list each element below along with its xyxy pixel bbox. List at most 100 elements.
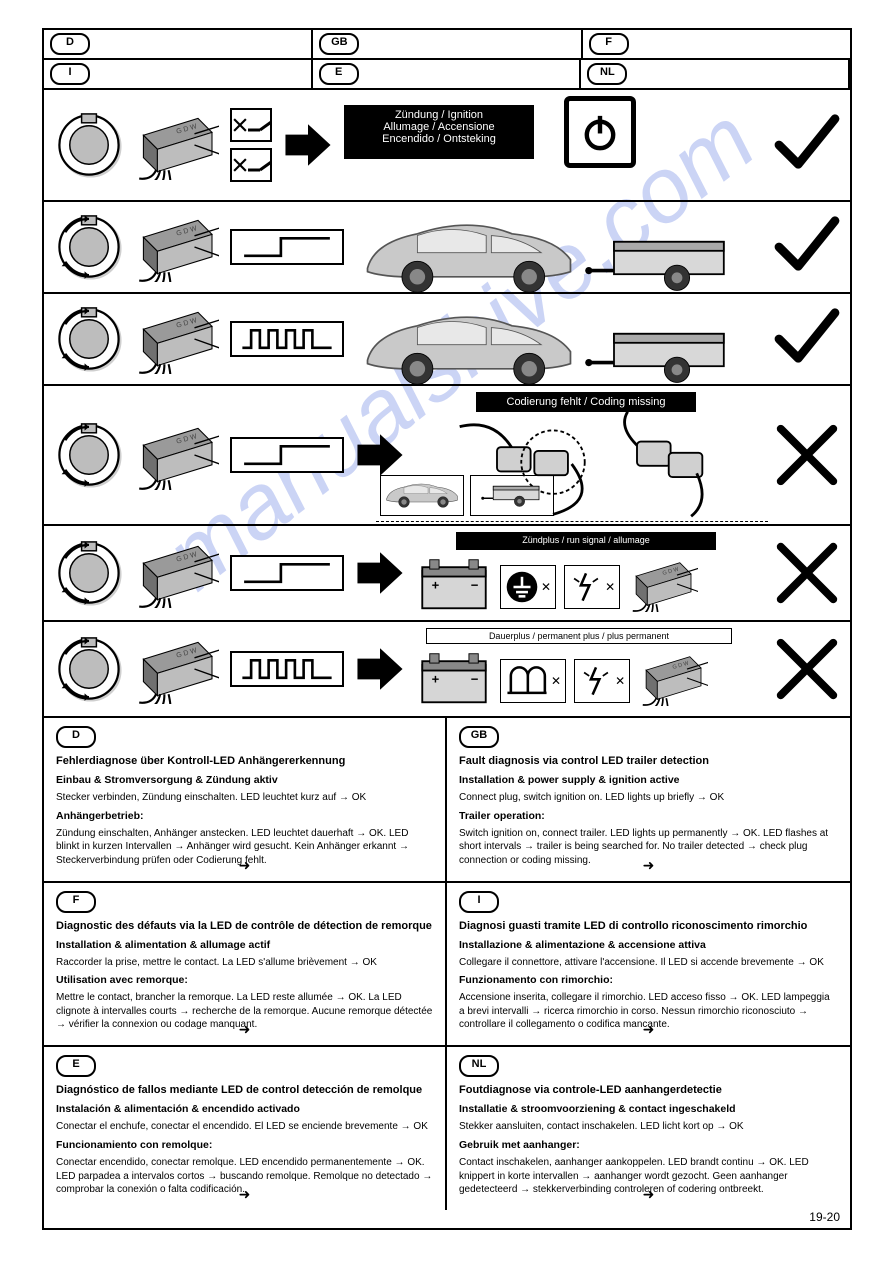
language-blocks: DFehlerdiagnose über Kontroll-LED Anhäng… — [44, 718, 850, 1210]
ground-box: ✕ — [500, 565, 556, 609]
control-module-icon — [132, 110, 222, 180]
section-text: Conectar el enchufe, conectar el encendi… — [56, 1120, 433, 1134]
block-title: Diagnosi guasti tramite LED di controllo… — [459, 919, 838, 934]
check-icon — [772, 304, 842, 374]
lang-block-e: E Diagnóstico de fallos mediante LED de c… — [44, 1047, 447, 1210]
trailer-socket-icon — [52, 418, 126, 492]
arrow-icon — [282, 119, 334, 171]
result-area — [354, 208, 764, 286]
diagnostic-row: Dauerplus / permanent plus / plus perman… — [44, 622, 850, 718]
section-text: Stecker verbinden, Zündung einschalten. … — [56, 791, 433, 805]
trailer-icon — [584, 314, 734, 391]
lang-block-gb: GB Fault diagnosis via control LED traile… — [447, 718, 850, 883]
control-module-icon — [132, 634, 222, 704]
switch-x-icon — [230, 108, 272, 142]
trailer-socket-icon — [52, 536, 126, 610]
continue-marker: ➜ — [239, 1185, 251, 1204]
control-module-icon — [628, 556, 698, 617]
continue-marker: ➜ — [643, 1185, 655, 1204]
section-heading: Funcionamiento con remolque: — [56, 1138, 433, 1152]
lang-pill: E — [56, 1055, 96, 1077]
arrow-icon — [354, 547, 406, 599]
result-area: Dauerplus / permanent plus / plus perman… — [416, 628, 764, 710]
signal-pattern — [230, 437, 344, 473]
car-icon — [354, 208, 584, 299]
control-module-icon — [132, 212, 222, 282]
result-area: Zündung / Ignition Allumage / Accensione… — [344, 96, 764, 194]
signal-pattern — [230, 555, 344, 591]
page-number: 19-20 — [809, 1210, 840, 1224]
cross-icon — [772, 538, 842, 608]
trailer-socket-icon — [52, 108, 126, 182]
lang-pill: F — [589, 33, 629, 55]
diagnostic-row: Zündung / Ignition Allumage / Accensione… — [44, 90, 850, 202]
trailer-socket-icon — [52, 210, 126, 284]
section-heading: Instalación & alimentación & encendido a… — [56, 1102, 433, 1116]
section-heading: Installation & alimentation & allumage a… — [56, 938, 433, 952]
lang-pill: NL — [459, 1055, 499, 1077]
result-area: Zündplus / run signal / allumage ✕ ✕ — [416, 532, 764, 614]
switch-x-icon — [230, 148, 272, 182]
section-heading: Einbau & Stromversorgung & Zündung aktiv — [56, 773, 433, 787]
spark-box: ✕ — [564, 565, 620, 609]
spark-box: ✕ — [574, 659, 630, 703]
diagnostic-row — [44, 294, 850, 386]
check-icon — [772, 110, 842, 180]
section-heading: Funzionamento con rimorchio: — [459, 973, 838, 987]
control-module-icon — [132, 420, 222, 490]
lang-pill: GB — [319, 33, 359, 55]
header-cell-gb: GB — [313, 30, 582, 58]
continue-marker: ➜ — [643, 856, 655, 875]
section-heading: Installation & power supply & ignition a… — [459, 773, 838, 787]
block-title: Fehlerdiagnose über Kontroll-LED Anhänge… — [56, 754, 433, 769]
car-icon — [354, 300, 584, 391]
header-row-1: D GB F — [44, 30, 850, 60]
circuit-label: Dauerplus / permanent plus / plus perman… — [426, 628, 732, 644]
lang-block-nl: NL Foutdiagnose via controle-LED aanhange… — [447, 1047, 850, 1210]
block-title: Diagnóstico de fallos mediante LED de co… — [56, 1083, 433, 1098]
continue-marker: ➜ — [643, 1020, 655, 1039]
battery-icon — [416, 556, 492, 617]
diagram-rows: Zündung / Ignition Allumage / Accensione… — [44, 90, 850, 718]
page: manualshive.com D GB F I E NL Zündung / … — [0, 0, 893, 1263]
header-cell-e: E — [313, 60, 582, 88]
switch-stack — [230, 108, 272, 182]
result-area: Codierung fehlt / Coding missing — [416, 392, 764, 518]
cross-icon — [772, 420, 842, 490]
control-module-icon — [638, 650, 708, 711]
header-row-2: I E NL — [44, 60, 850, 90]
section-heading: Gebruik met aanhanger: — [459, 1138, 838, 1152]
ignition-label: Zündung / Ignition Allumage / Accensione… — [344, 105, 534, 159]
lang-pill: I — [50, 63, 90, 85]
block-title: Fault diagnosis via control LED trailer … — [459, 754, 838, 769]
result-area — [354, 300, 764, 378]
header-cell-nl: NL — [581, 60, 850, 88]
lang-block-i: I Diagnosi guasti tramite LED di controll… — [447, 883, 850, 1048]
lang-block-f: FDiagnostic des défauts via la LED de co… — [44, 883, 447, 1048]
lang-block-d: DFehlerdiagnose über Kontroll-LED Anhäng… — [44, 718, 447, 883]
diagnostic-row: Zündplus / run signal / allumage ✕ ✕ — [44, 526, 850, 622]
section-text: Raccorder la prise, mettre le contact. L… — [56, 956, 433, 970]
lang-pill: GB — [459, 726, 499, 748]
circuit-label: Zündplus / run signal / allumage — [456, 532, 716, 550]
cross-icon — [772, 634, 842, 704]
block-title: Foutdiagnose via controle-LED aanhangerd… — [459, 1083, 838, 1098]
block-title: Diagnostic des défauts via la LED de con… — [56, 919, 433, 934]
trailer-icon — [584, 222, 734, 299]
signal-pattern — [230, 321, 344, 357]
trailer-socket-icon — [52, 302, 126, 376]
trailer-small-icon — [470, 475, 554, 516]
check-icon — [772, 212, 842, 282]
fuse-box: ✕ — [500, 659, 566, 703]
section-text: Connect plug, switch ignition on. LED li… — [459, 791, 838, 805]
section-heading: Trailer operation: — [459, 809, 838, 823]
arrow-icon — [354, 643, 406, 695]
control-module-icon — [132, 538, 222, 608]
section-text: Stekker aansluiten, contact inschakelen.… — [459, 1120, 838, 1134]
lang-pill: D — [50, 33, 90, 55]
lang-pill: I — [459, 891, 499, 913]
lang-pill: E — [319, 63, 359, 85]
arrow-icon — [354, 429, 406, 481]
header-cell-i: I — [44, 60, 313, 88]
control-module-icon — [132, 304, 222, 374]
